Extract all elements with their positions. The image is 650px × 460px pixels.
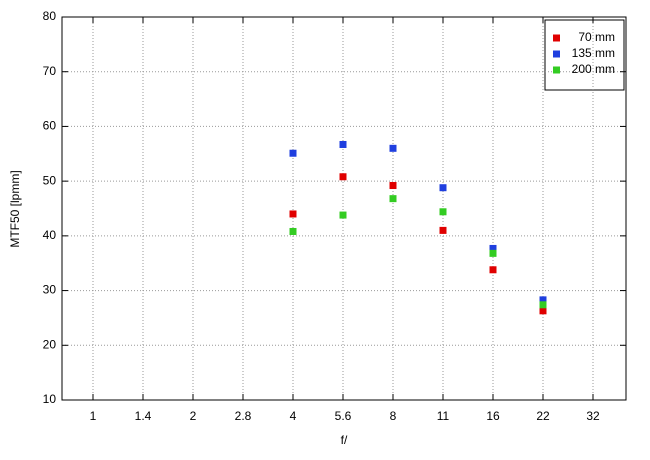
point <box>339 173 347 181</box>
x-tick-label: 32 <box>586 409 600 423</box>
x-tick-label: 11 <box>437 409 450 423</box>
legend-marker <box>553 34 560 42</box>
x-tick-label: 8 <box>390 409 397 423</box>
point <box>289 227 297 235</box>
y-tick-label: 70 <box>43 64 57 78</box>
x-tick-label: 2 <box>190 409 197 423</box>
x-axis-label: f/ <box>341 433 348 447</box>
y-tick-label: 50 <box>43 173 57 187</box>
point <box>289 149 297 157</box>
y-axis-label: MTF50 [lpmm] <box>8 170 22 247</box>
point <box>339 140 347 148</box>
point <box>289 210 297 218</box>
legend-marker <box>553 66 560 74</box>
legend-label: 135 mm <box>572 46 615 60</box>
y-tick-label: 30 <box>43 283 57 297</box>
point <box>439 208 447 216</box>
x-tick-label: 1 <box>90 409 97 423</box>
x-tick-label: 2.8 <box>235 409 252 423</box>
x-tick-label: 4 <box>290 409 297 423</box>
point <box>339 211 347 219</box>
y-tick-label: 10 <box>43 392 57 406</box>
x-tick-label: 5.6 <box>335 409 352 423</box>
x-tick-label: 1.4 <box>135 409 152 423</box>
x-tick-label: 16 <box>486 409 500 423</box>
point <box>389 182 397 190</box>
point <box>489 249 497 257</box>
legend-label: 70 mm <box>578 30 615 44</box>
x-tick-label: 22 <box>536 409 550 423</box>
point <box>389 195 397 203</box>
point <box>539 296 547 304</box>
y-tick-label: 60 <box>43 119 57 133</box>
point <box>489 266 497 274</box>
point <box>389 144 397 152</box>
point <box>539 307 547 315</box>
point <box>439 184 447 192</box>
y-tick-label: 20 <box>43 337 57 351</box>
y-tick-label: 80 <box>43 9 57 23</box>
legend-marker <box>553 50 560 58</box>
legend-label: 200 mm <box>572 62 615 76</box>
point <box>539 301 547 309</box>
point <box>489 244 497 252</box>
point <box>439 226 447 234</box>
plot-frame <box>61 16 627 401</box>
y-tick-label: 40 <box>43 228 57 242</box>
